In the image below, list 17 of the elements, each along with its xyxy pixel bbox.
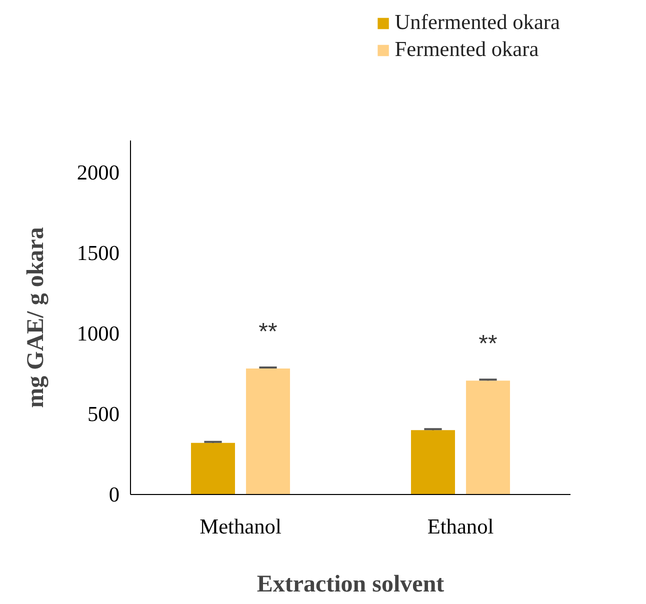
y-tick-label: 2000 <box>76 160 120 185</box>
y-axis-title: mg GAE/ g okara <box>22 227 49 408</box>
x-axis-title: Extraction solvent <box>256 572 444 598</box>
legend-label: Fermented okara <box>394 37 539 62</box>
legend-label: Unfermented okara <box>394 10 560 35</box>
y-tick-label: 0 <box>108 482 120 506</box>
x-tick-label: Ethanol <box>427 514 494 538</box>
y-tick-label: 1500 <box>76 241 120 266</box>
bar <box>411 430 455 494</box>
annotation: ** <box>478 330 498 358</box>
bar <box>246 368 290 494</box>
x-tick-label: Methanol <box>200 514 282 538</box>
annotation: ** <box>258 318 278 346</box>
y-tick-label: 1000 <box>76 322 120 346</box>
bar <box>466 380 510 494</box>
y-tick-label: 500 <box>88 402 120 426</box>
bar <box>191 442 235 494</box>
